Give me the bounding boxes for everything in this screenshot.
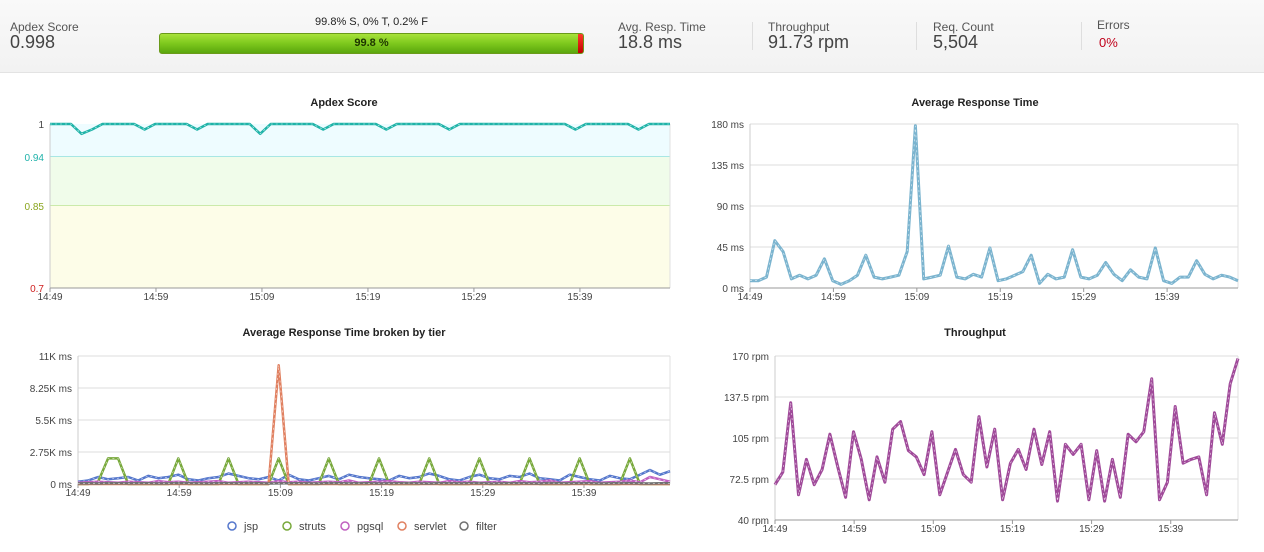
separator (752, 22, 753, 50)
x-tick-label: 14:59 (821, 292, 846, 303)
y-tick-label: 1 (38, 120, 44, 131)
errors-label: Errors (1097, 18, 1130, 32)
y-tick-label: 0.7 (30, 284, 44, 295)
apdex-chart: Apdex Score 1 0.94 0.85 0.714:49 14:59 15:09 15… (25, 97, 671, 303)
legend-label-pgsql: pgsql (357, 521, 383, 533)
chart-title: Average Response Time broken by tier (243, 327, 447, 339)
throughput-chart: Throughput 170 rpm 137.5 rpm 105 rpm 72.5 rp… (724, 327, 1240, 535)
series-line-servlet (78, 364, 670, 486)
x-tick-label: 15:09 (921, 524, 946, 535)
x-tick-label: 15:29 (1071, 292, 1096, 303)
legend-marker-pgsql (340, 521, 350, 531)
legend-marker-servlet (397, 521, 407, 531)
legend-marker-jsp (227, 521, 237, 531)
errors-value: 0% (1099, 35, 1118, 50)
chart-title: Apdex Score (310, 97, 377, 109)
y-tick-label: 72.5 rpm (730, 475, 769, 486)
series-line-highlight (774, 358, 1239, 502)
legend-label-filter: filter (476, 521, 497, 533)
x-tick-label: 14:59 (842, 524, 867, 535)
legend-marker-struts (282, 521, 292, 531)
y-tick-label: 137.5 rpm (724, 393, 769, 404)
response-time-chart: Average Response Time 180 ms 135 ms 90 ms 45… (711, 97, 1239, 303)
x-tick-label: 14:49 (737, 292, 762, 303)
legend-marker-filter (459, 521, 469, 531)
y-tick-label: 105 rpm (732, 434, 769, 445)
x-tick-label: 15:39 (567, 292, 592, 303)
resp-time-value: 18.8 ms (618, 32, 683, 52)
x-tick-label: 15:19 (988, 292, 1013, 303)
x-tick-label: 15:09 (268, 488, 293, 499)
y-tick-label: 5.5K ms (35, 416, 72, 427)
separator (916, 22, 917, 50)
y-tick-label: 8.25K ms (30, 384, 72, 395)
apdex-bar-text: 99.8 % (354, 37, 389, 49)
x-tick-label: 15:39 (571, 488, 596, 499)
y-tick-label: 11K ms (39, 352, 72, 363)
y-tick-label: 135 ms (711, 161, 744, 172)
y-tick-label: 0.85 (25, 202, 45, 213)
series-line-servlet-highlight (78, 365, 670, 485)
x-tick-label: 15:29 (470, 488, 495, 499)
series-line-struts-highlight (78, 457, 670, 485)
series-line-highlight (50, 123, 670, 135)
req-count-value: 5,504 (933, 32, 979, 52)
x-tick-label: 14:49 (37, 292, 62, 303)
tier-response-time-chart: Average Response Time broken by tier 11K … (30, 327, 671, 533)
y-tick-label: 0 ms (722, 284, 744, 295)
apdex-progress-bar: 99.8 % (159, 33, 584, 54)
throughput-label: Throughput (768, 20, 830, 34)
threshold-band (50, 124, 670, 157)
chart-title: Average Response Time (911, 97, 1038, 109)
series-line (773, 358, 1240, 503)
y-tick-label: 2.75K ms (30, 448, 72, 459)
summary-header: Apdex Score 0.998 99.8% S, 0% T, 0.2% F … (0, 0, 1264, 73)
x-tick-label: 15:29 (461, 292, 486, 303)
apdex-value: 0.998 (10, 32, 56, 52)
y-tick-label: 40 rpm (738, 516, 769, 527)
series-line (750, 124, 1239, 286)
x-tick-label: 15:09 (249, 292, 274, 303)
x-tick-label: 14:49 (65, 488, 90, 499)
throughput-value: 91.73 rpm (768, 32, 850, 52)
legend-label-servlet: servlet (414, 521, 446, 533)
legend-label-struts: struts (299, 521, 326, 533)
x-tick-label: 15:19 (355, 292, 380, 303)
x-tick-label: 14:59 (167, 488, 192, 499)
x-tick-label: 15:19 (369, 488, 394, 499)
threshold-band (50, 206, 670, 288)
req-count-label: Req. Count (933, 20, 994, 34)
resp-time-label: Avg. Resp. Time (618, 20, 706, 34)
y-tick-label: 180 ms (711, 120, 744, 131)
threshold-band (50, 156, 670, 206)
legend-label-jsp: jsp (243, 521, 258, 533)
separator (1081, 22, 1082, 50)
x-tick-label: 15:09 (904, 292, 929, 303)
x-tick-label: 15:29 (1079, 524, 1104, 535)
chart-title: Throughput (944, 327, 1006, 339)
x-tick-label: 15:19 (1000, 524, 1025, 535)
y-tick-label: 170 rpm (732, 352, 769, 363)
x-tick-label: 15:39 (1158, 524, 1183, 535)
y-tick-label: 45 ms (717, 243, 744, 254)
x-tick-label: 15:39 (1155, 292, 1180, 303)
apdex-fail-segment (578, 34, 583, 53)
y-tick-label: 0 ms (50, 480, 72, 491)
y-tick-label: 0.94 (25, 153, 45, 164)
y-tick-label: 90 ms (717, 202, 744, 213)
apdex-label: Apdex Score (10, 20, 79, 34)
x-tick-label: 14:49 (762, 524, 787, 535)
x-tick-label: 14:59 (143, 292, 168, 303)
apdex-bar-caption: 99.8% S, 0% T, 0.2% F (315, 16, 428, 28)
series-line-jsp-highlight (77, 469, 671, 482)
